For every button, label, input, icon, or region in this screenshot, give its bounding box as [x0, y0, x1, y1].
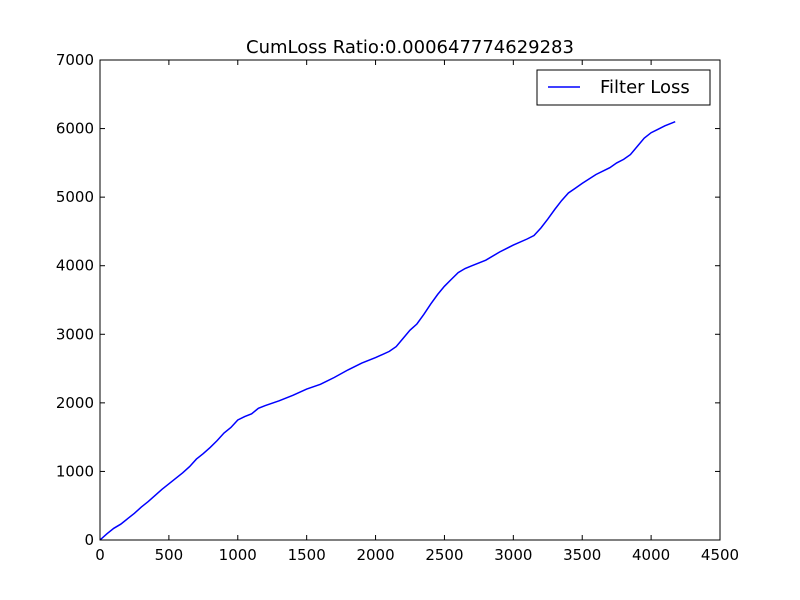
x-tick-label: 1500: [288, 546, 326, 564]
y-tick-label: 0: [84, 531, 94, 549]
y-tick-label: 4000: [56, 257, 94, 275]
y-tick-label: 5000: [56, 188, 94, 206]
x-axis: 0 500 1000 1500 2000 2500 3000 3500 4000 4500: [95, 60, 739, 564]
y-tick-label: 7000: [56, 51, 94, 69]
y-axis: 0 1000 2000 3000 4000 5000 6000 7000: [56, 51, 720, 549]
legend: Filter Loss: [536, 69, 711, 106]
x-tick-label: 3500: [563, 546, 601, 564]
plot-frame: [99, 59, 721, 541]
x-tick-label: 4500: [701, 546, 739, 564]
x-tick-label: 1000: [219, 546, 257, 564]
legend-label: Filter Loss: [600, 77, 690, 98]
y-tick-label: 1000: [56, 462, 94, 480]
x-tick-label: 2500: [425, 546, 463, 564]
plot-background: [100, 60, 720, 540]
plot-area: [99, 59, 721, 541]
x-tick-label: 500: [155, 546, 184, 564]
y-tick-label: 6000: [56, 120, 94, 138]
chart-title: CumLoss Ratio:0.000647774629283: [246, 37, 574, 58]
x-tick-label: 2000: [356, 546, 394, 564]
y-tick-label: 3000: [56, 325, 94, 343]
x-tick-label: 0: [95, 546, 105, 564]
y-tick-label: 2000: [56, 394, 94, 412]
x-tick-label: 4000: [632, 546, 670, 564]
series-line-filter-loss: [99, 121, 676, 541]
x-tick-label: 3000: [494, 546, 532, 564]
